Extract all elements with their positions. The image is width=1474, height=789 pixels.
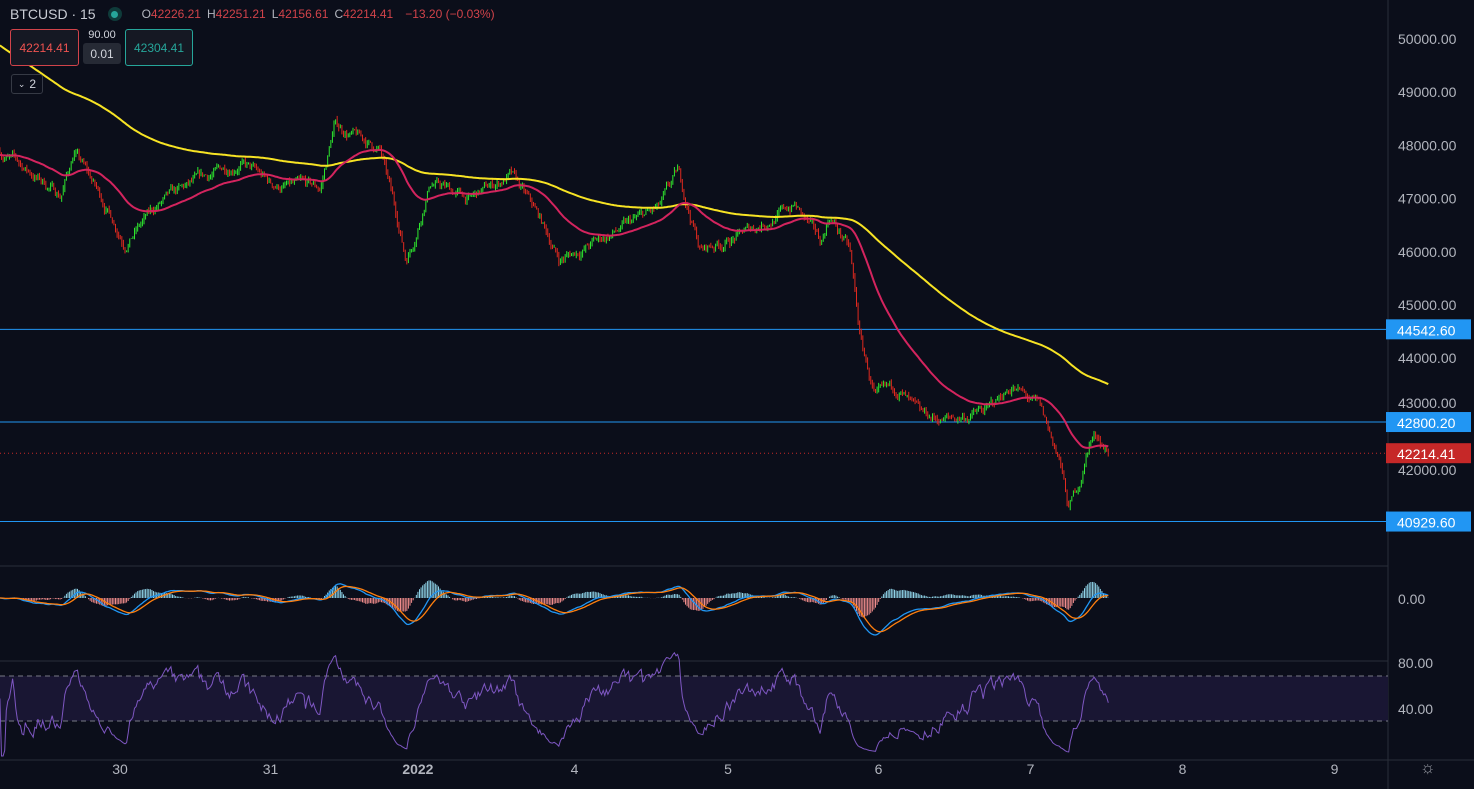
rsi-tick-label: 40.00 <box>1398 701 1433 717</box>
macd-histogram <box>1 580 1109 618</box>
price-tick-label: 47000.00 <box>1398 191 1457 207</box>
time-tick-label: 4 <box>571 761 579 777</box>
slow-moving-average-line <box>0 44 1109 386</box>
level-price-badge <box>1386 511 1471 532</box>
price-tick-label: 46000.00 <box>1398 244 1457 260</box>
symbol-label[interactable]: BTCUSD · 15 <box>10 6 96 22</box>
price-axis[interactable]: 50000.00 49000.00 48000.00 47000.00 46000.00… <box>1398 31 1457 717</box>
time-tick-label: 6 <box>875 761 883 777</box>
collapse-indicators-button[interactable]: ⌄ 2 <box>11 74 43 94</box>
price-tick-label: 42000.00 <box>1398 462 1457 478</box>
time-tick-label: 7 <box>1027 761 1035 777</box>
time-tick-label: 30 <box>112 761 128 777</box>
price-tick-label: 43000.00 <box>1398 395 1457 411</box>
time-tick-label: 5 <box>724 761 732 777</box>
rsi-line <box>0 651 1109 757</box>
change-value: −13.20 (−0.03%) <box>405 7 495 21</box>
time-tick-label: 31 <box>263 761 279 777</box>
market-status-icon <box>107 7 122 21</box>
high-value: 42251.21 <box>215 7 266 21</box>
level-price-badge <box>1386 412 1471 433</box>
time-tick-label: 8 <box>1179 761 1187 777</box>
price-tick-label: 45000.00 <box>1398 297 1457 313</box>
time-tick-label: 2022 <box>402 761 433 777</box>
rsi-band-fill <box>0 676 1388 721</box>
chevron-down-icon: ⌄ <box>17 78 26 89</box>
quantity-input[interactable]: 0.01 <box>83 43 121 64</box>
level-price-label: 42800.20 <box>1397 415 1456 431</box>
price-tick-label: 48000.00 <box>1398 137 1457 153</box>
close-value: 42214.41 <box>343 7 394 21</box>
macd-zero-label: 0.00 <box>1398 591 1425 607</box>
symbol-header: BTCUSD · 15 O42226.21 H42251.21 L42156.61 C… <box>10 6 495 22</box>
indicator-count: 2 <box>29 77 37 91</box>
last-price-label: 42214.41 <box>1397 446 1456 462</box>
last-price-badge <box>1386 443 1471 464</box>
time-tick-label: 9 <box>1331 761 1339 777</box>
buy-button[interactable]: 42304.41 <box>125 29 193 66</box>
time-axis[interactable]: 30 31 2022 4 5 6 7 8 9 <box>112 761 1338 777</box>
low-value: 42156.61 <box>278 7 329 21</box>
fast-moving-average-line <box>0 148 1109 449</box>
price-tick-label: 44000.00 <box>1398 350 1457 366</box>
level-price-label: 40929.60 <box>1397 515 1456 531</box>
price-tick-label: 50000.00 <box>1398 31 1457 47</box>
gear-icon[interactable]: ☼ <box>1420 758 1436 777</box>
price-tick-label: 49000.00 <box>1398 84 1457 100</box>
sell-button[interactable]: 42214.41 <box>10 29 79 66</box>
rsi-tick-label: 80.00 <box>1398 655 1433 671</box>
trade-panel: 42214.41 90.00 0.01 42304.41 <box>10 29 193 66</box>
spread-value: 90.00 <box>88 29 116 41</box>
level-price-label: 44542.60 <box>1397 322 1456 338</box>
spread-box: 90.00 0.01 <box>83 29 121 64</box>
open-value: 42226.21 <box>150 7 201 21</box>
macd-signal-line <box>0 585 1109 633</box>
ohlc-values: O42226.21 H42251.21 L42156.61 C42214.41 <box>141 7 394 21</box>
candles <box>0 115 1109 511</box>
level-price-badge <box>1386 319 1471 340</box>
